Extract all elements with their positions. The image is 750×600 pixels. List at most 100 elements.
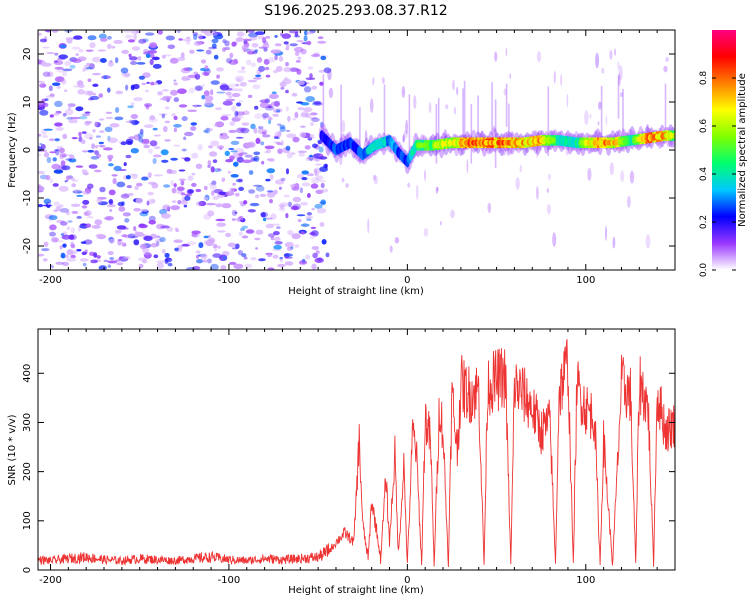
noise-blob bbox=[233, 263, 244, 269]
noise-blob bbox=[65, 175, 70, 181]
ridge-streak bbox=[435, 104, 438, 164]
noise-blob bbox=[164, 257, 173, 263]
noise-blob bbox=[225, 159, 234, 163]
spectrogram-ytick-label: 20 bbox=[22, 48, 33, 61]
noise-blob bbox=[176, 30, 181, 34]
noise-blob bbox=[148, 215, 156, 222]
noise-blob bbox=[173, 79, 177, 82]
noise-blob bbox=[440, 221, 442, 226]
snr-frame bbox=[37, 328, 676, 571]
noise-blob bbox=[39, 82, 43, 86]
noise-blob bbox=[307, 136, 313, 141]
noise-blob bbox=[174, 227, 179, 230]
noise-blob bbox=[111, 174, 118, 177]
noise-blob bbox=[280, 139, 284, 147]
noise-blob bbox=[186, 241, 197, 246]
noise-blob bbox=[183, 204, 188, 208]
noise-blob bbox=[193, 104, 197, 108]
noise-blob bbox=[128, 56, 138, 61]
noise-blob bbox=[493, 125, 496, 135]
noise-blob bbox=[97, 49, 107, 52]
noise-blob bbox=[91, 56, 102, 63]
noise-blob bbox=[81, 139, 86, 144]
noise-blob bbox=[184, 193, 193, 196]
colorbar: 0.0 0.2 0.4 0.6 0.8 Normalized spectral ampl… bbox=[699, 30, 748, 277]
noise-blob bbox=[291, 152, 296, 155]
noise-blob bbox=[39, 38, 47, 43]
noise-blob bbox=[87, 149, 95, 153]
noise-blob bbox=[281, 33, 292, 39]
noise-blob bbox=[309, 134, 315, 138]
noise-blob bbox=[620, 170, 625, 183]
noise-blob bbox=[254, 113, 263, 120]
noise-blob bbox=[130, 101, 135, 107]
noise-blob bbox=[142, 248, 150, 253]
noise-blob bbox=[283, 41, 289, 45]
noise-blob bbox=[231, 218, 236, 221]
noise-blob bbox=[205, 49, 212, 55]
noise-blob bbox=[309, 116, 317, 120]
snr-xtick-label: -200 bbox=[39, 575, 62, 586]
noise-blob bbox=[303, 107, 313, 113]
noise-blob bbox=[148, 148, 153, 154]
noise-blob bbox=[241, 44, 249, 51]
noise-blob bbox=[77, 88, 85, 95]
noise-blob bbox=[248, 170, 254, 175]
noise-blob bbox=[200, 59, 207, 64]
noise-blob bbox=[73, 191, 78, 194]
noise-blob bbox=[152, 158, 157, 164]
noise-blob bbox=[294, 31, 299, 37]
noise-blob bbox=[218, 254, 228, 261]
noise-blob bbox=[492, 127, 497, 132]
noise-blob bbox=[297, 80, 305, 85]
noise-blob bbox=[225, 232, 232, 238]
noise-blob bbox=[41, 248, 50, 252]
noise-blob bbox=[389, 245, 393, 253]
noise-blob bbox=[108, 198, 114, 205]
noise-blob bbox=[42, 204, 53, 207]
noise-blob bbox=[382, 77, 385, 84]
noise-blob bbox=[112, 178, 117, 185]
noise-blob bbox=[309, 73, 313, 79]
noise-blob bbox=[311, 143, 318, 149]
noise-blob bbox=[267, 253, 272, 258]
noise-blob bbox=[589, 114, 592, 119]
noise-blob bbox=[275, 65, 283, 72]
noise-blob bbox=[148, 117, 158, 123]
noise-blob bbox=[277, 123, 282, 126]
noise-blob bbox=[61, 234, 72, 240]
noise-blob bbox=[609, 49, 613, 60]
noise-blob bbox=[208, 46, 218, 50]
noise-blob bbox=[51, 163, 61, 170]
noise-blob bbox=[149, 115, 156, 121]
noise-blob bbox=[193, 41, 202, 46]
noise-blob bbox=[423, 228, 429, 237]
noise-blob bbox=[98, 265, 107, 270]
noise-blob bbox=[203, 197, 209, 200]
noise-blob bbox=[48, 138, 55, 142]
noise-blob bbox=[89, 137, 93, 140]
noise-blob bbox=[156, 262, 165, 269]
noise-blob bbox=[274, 35, 278, 38]
noise-blob bbox=[319, 180, 327, 183]
noise-blob bbox=[191, 182, 197, 187]
noise-blob bbox=[436, 187, 439, 192]
noise-blob bbox=[274, 179, 285, 185]
noise-blob bbox=[277, 148, 283, 154]
noise-blob bbox=[320, 188, 329, 193]
noise-blob bbox=[306, 40, 312, 46]
noise-blob bbox=[80, 241, 87, 245]
noise-blob bbox=[323, 163, 328, 168]
noise-blob bbox=[96, 153, 102, 158]
noise-blob bbox=[192, 104, 202, 107]
noise-blob bbox=[54, 138, 60, 142]
noise-blob bbox=[136, 62, 146, 65]
noise-blob bbox=[258, 46, 268, 49]
noise-blob bbox=[58, 204, 64, 208]
noise-blob bbox=[241, 253, 247, 258]
ridge-streak bbox=[359, 107, 361, 165]
noise-blob bbox=[105, 111, 113, 114]
noise-blob bbox=[184, 157, 191, 162]
noise-blob bbox=[169, 57, 179, 64]
noise-blob bbox=[101, 75, 111, 80]
